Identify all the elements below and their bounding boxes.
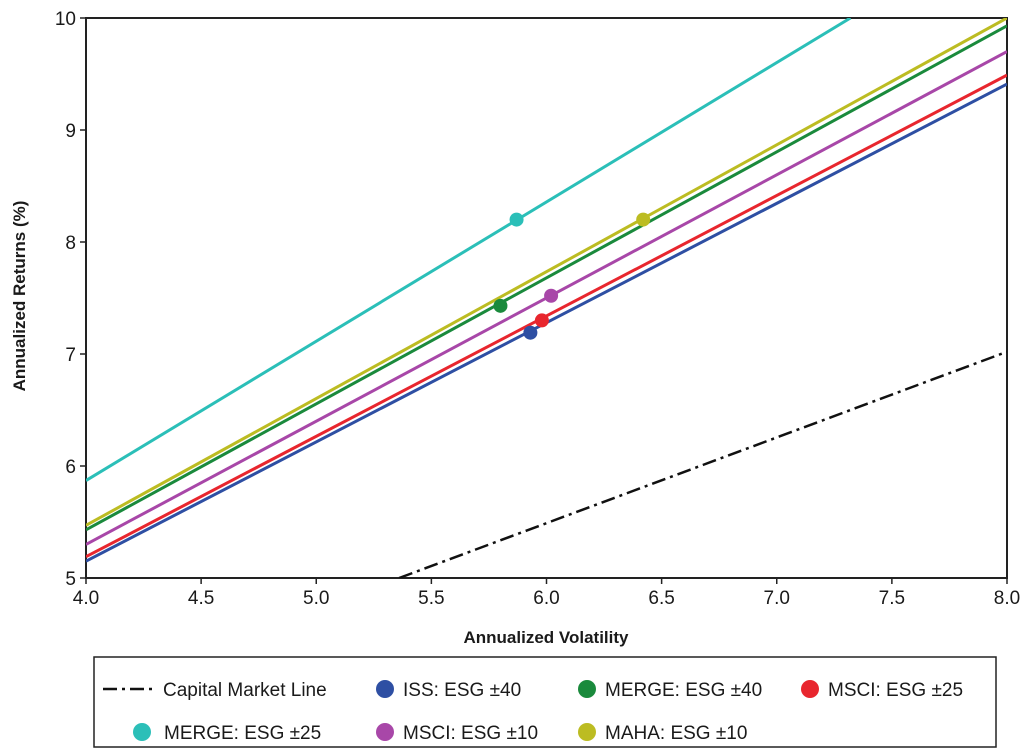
x-tick-label: 7.5 [879,588,905,609]
series-point-5 [636,212,651,227]
y-tick-label: 8 [65,233,76,254]
x-tick-label: 8.0 [994,588,1020,609]
y-tick-label: 9 [65,121,76,142]
x-axis-label: Annualized Volatility [464,628,630,647]
series-line-1 [86,24,1007,532]
series-point-4 [544,288,559,303]
legend-swatch-2 [801,680,819,698]
capital-market-line [398,350,1007,578]
x-tick-label: 5.5 [418,588,444,609]
y-tick-label: 10 [55,9,76,30]
legend-label-1: MERGE: ESG ±40 [605,680,762,701]
x-tick-label: 4.0 [73,588,99,609]
x-tick-label: 4.5 [188,588,214,609]
legend-swatch-4 [376,723,394,741]
legend-label-3: MERGE: ESG ±25 [164,723,321,744]
legend-label-0: ISS: ESG ±40 [403,680,521,701]
y-tick-label: 6 [65,457,76,478]
legend-swatch-1 [578,680,596,698]
x-axis: 4.0 4.5 5.0 5.5 6.0 6.5 7.0 7.5 8.0 [73,578,1020,609]
plot-area [85,17,1008,579]
series-point-2 [534,313,549,328]
series-line-3 [86,18,852,482]
legend-label-4: MSCI: ESG ±10 [403,723,538,744]
series-point-0 [523,325,538,340]
legend-label-2: MSCI: ESG ±25 [828,680,963,701]
x-tick-label: 6.5 [648,588,674,609]
legend-swatch-3 [133,723,151,741]
legend: Capital Market Line ISS: ESG ±40 MERGE: ES… [93,656,997,748]
legend-label-5: MAHA: ESG ±10 [605,723,747,744]
series-line-5 [86,18,1007,527]
x-tick-label: 5.0 [303,588,329,609]
y-axis: 5 6 7 8 9 10 [55,9,86,590]
x-tick-label: 6.0 [533,588,559,609]
legend-swatch-5 [578,723,596,741]
y-axis-label: Annualized Returns (%) [10,201,29,392]
y-tick-label: 7 [65,345,76,366]
series-point-3 [509,212,524,227]
legend-label-cml: Capital Market Line [163,680,327,701]
legend-box [93,656,997,748]
series-point-1 [493,298,508,313]
y-tick-label: 5 [65,569,76,590]
legend-swatch-0 [376,680,394,698]
x-tick-label: 7.0 [764,588,790,609]
